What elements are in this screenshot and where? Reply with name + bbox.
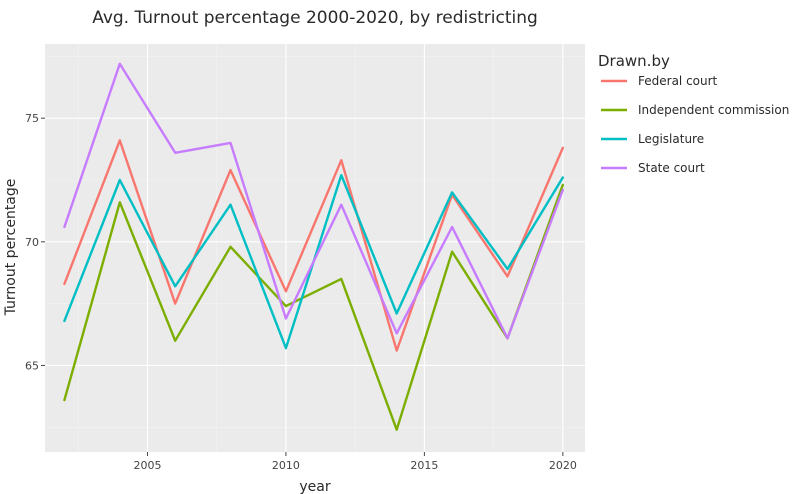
plot-panel: [45, 44, 585, 452]
y-axis-title: Turnout percentage: [3, 179, 19, 317]
legend: Drawn.by Federal court Independent commis…: [598, 52, 789, 175]
x-axis-title: year: [299, 479, 330, 494]
series-lines: [63, 62, 564, 431]
x-tick-label: 2010: [272, 459, 300, 472]
x-tick-label: 2020: [549, 459, 577, 472]
y-axis-ticks: 65 70 75: [25, 112, 45, 372]
legend-label: Legislature: [638, 132, 704, 146]
x-tick-label: 2005: [133, 459, 161, 472]
x-axis-ticks: 2005 2010 2015 2020: [133, 452, 577, 472]
y-tick-label: 65: [25, 359, 39, 372]
x-tick-label: 2015: [410, 459, 438, 472]
legend-title: Drawn.by: [598, 52, 670, 70]
legend-label: Independent commission: [638, 103, 789, 117]
legend-label: Federal court: [638, 74, 718, 88]
grid: [45, 44, 585, 452]
y-tick-label: 75: [25, 112, 39, 125]
series-line-0: [63, 139, 564, 352]
chart-title: Avg. Turnout percentage 2000-2020, by re…: [92, 8, 538, 28]
series-line-1: [63, 183, 564, 431]
y-tick-label: 70: [25, 236, 39, 249]
legend-label: State court: [638, 161, 705, 175]
series-line-3: [63, 62, 564, 340]
